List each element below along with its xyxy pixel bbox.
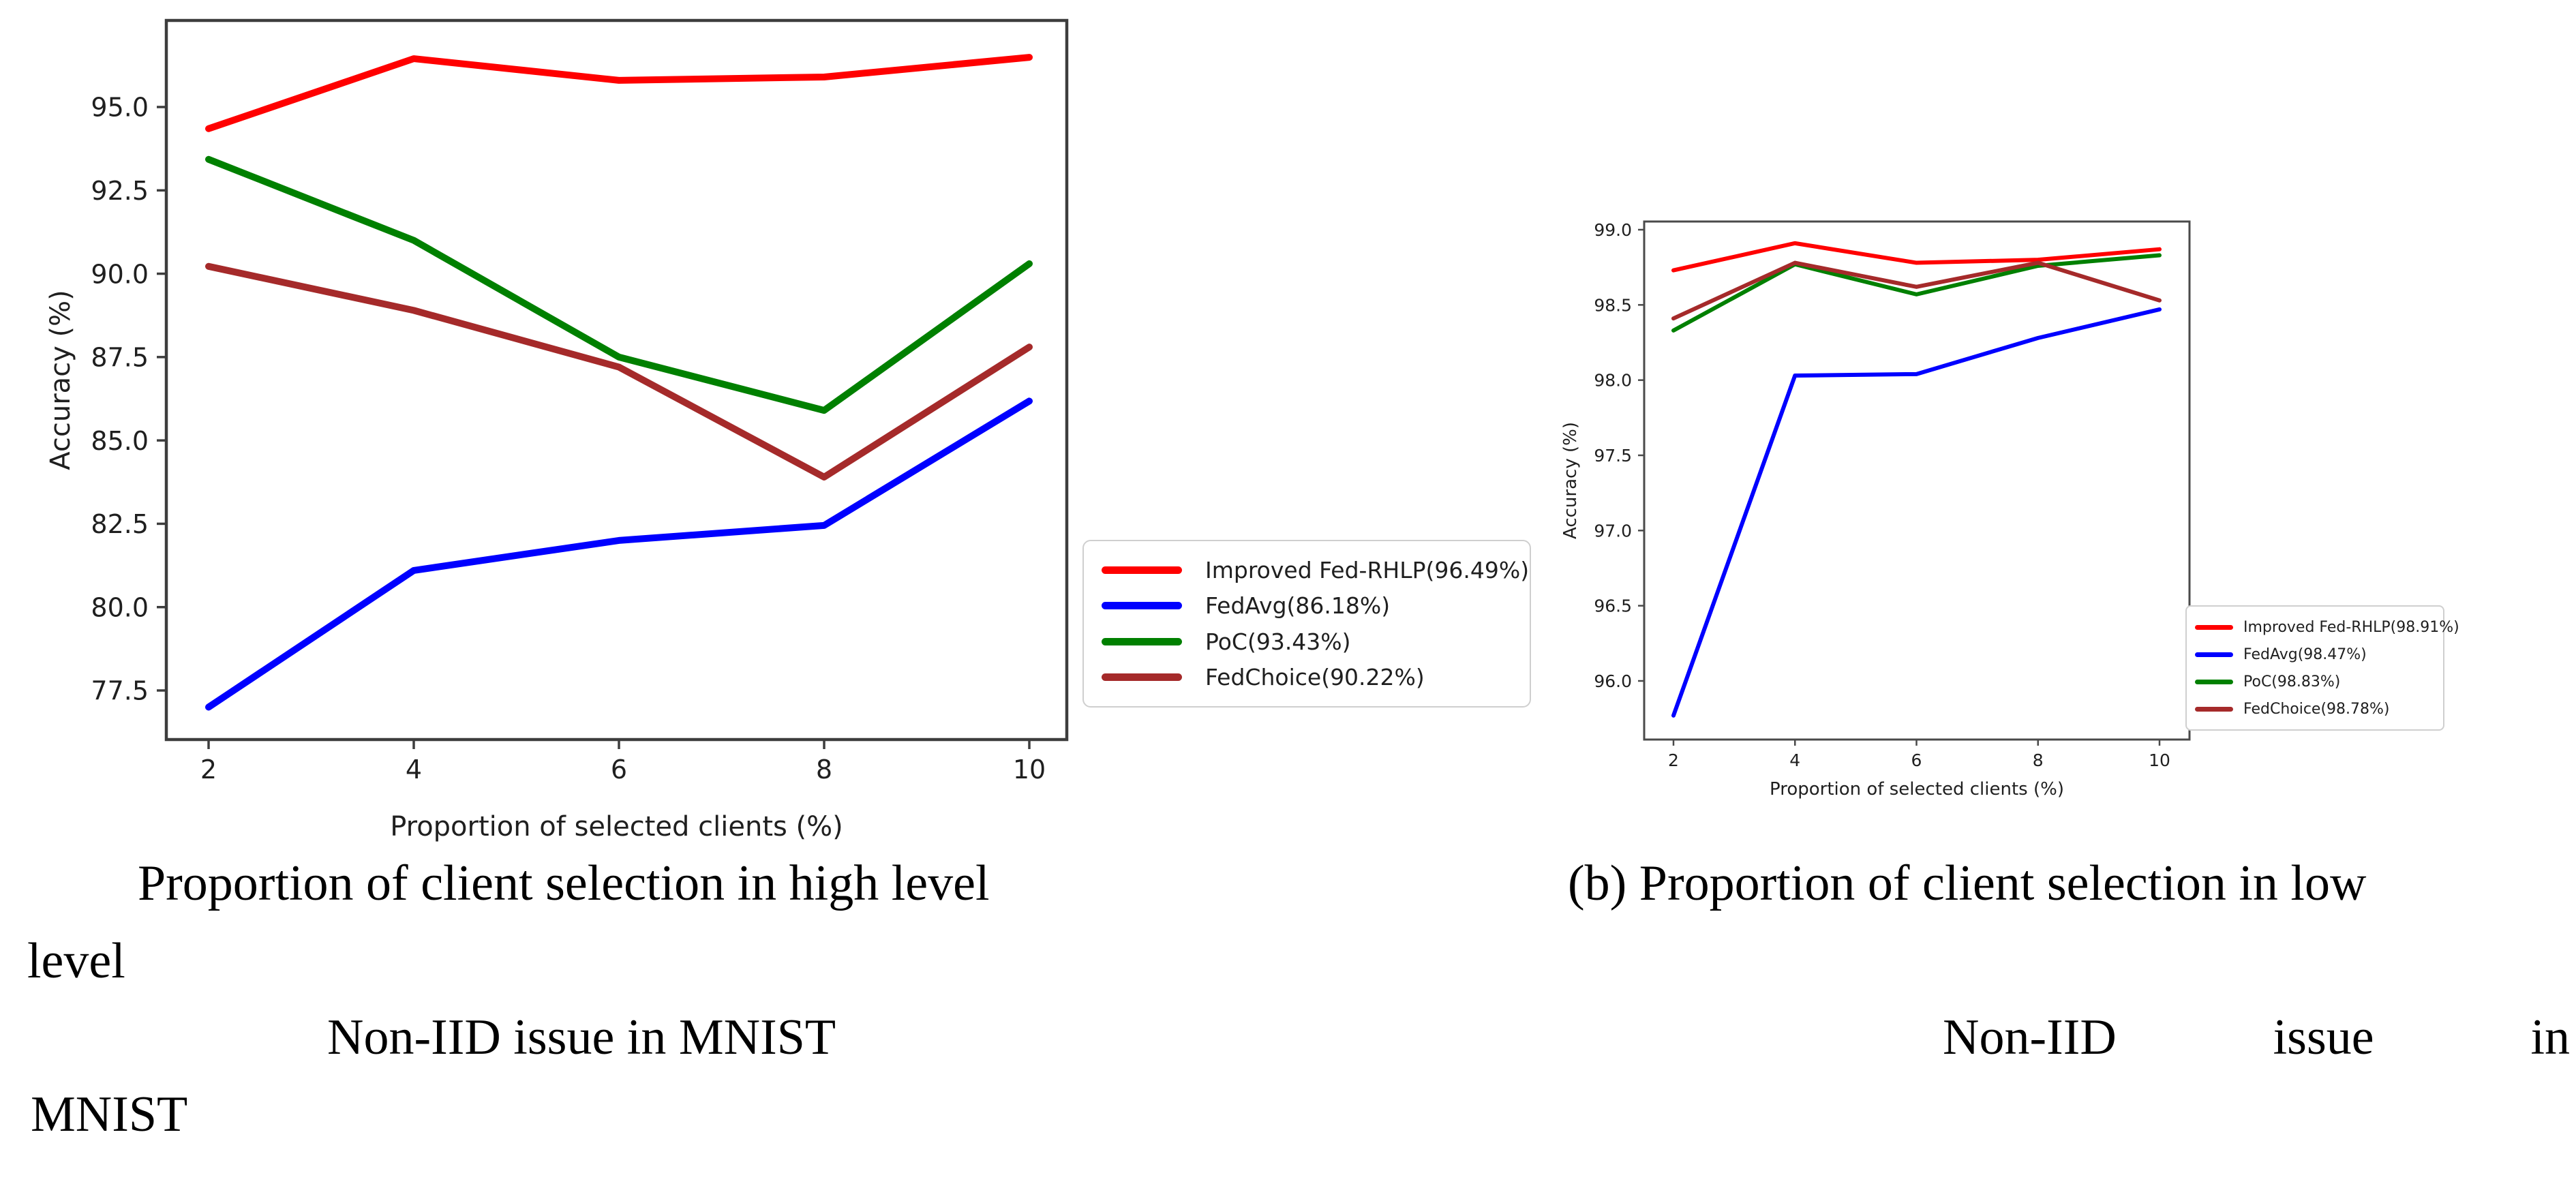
legend-line-swatch-red: [2195, 624, 2233, 630]
y-tick-label: 96.5: [1594, 596, 1632, 616]
x-tick-label: 6: [1911, 750, 1922, 770]
legend-line-swatch-green: [2195, 679, 2233, 684]
series-line-blue: [1671, 307, 2162, 718]
legend-item-label: FedChoice(98.78%): [2243, 700, 2390, 718]
legend-item: PoC(98.83%): [2195, 673, 2435, 690]
y-tick-label: 98.0: [1594, 371, 1632, 391]
legend-line-swatch-blue: [1102, 602, 1182, 610]
legend-item: FedChoice(90.22%): [1102, 664, 1512, 690]
x-tick-label: 8: [816, 755, 832, 785]
legend-line-swatch-brown: [1102, 673, 1182, 682]
caption-line2: level: [27, 933, 125, 989]
legend-item: FedChoice(98.78%): [2195, 701, 2435, 718]
legend-item-label: FedChoice(90.22%): [1205, 664, 1425, 691]
series-line-red: [205, 54, 1033, 132]
legend-item-label: Improved Fed-RHLP(96.49%): [1205, 556, 1530, 583]
y-tick-label: 90.0: [91, 259, 149, 289]
y-tick-label: 95.0: [91, 93, 149, 123]
chart-high-level-noniid-mnist: 95.0 92.5 90.0 87.5 85.0 82.5 80.0 77.5 2 4 6 8 10 Pr…: [45, 18, 1069, 842]
caption-line4: MNIST: [31, 1086, 188, 1142]
x-tick-label: 4: [406, 755, 422, 785]
legend-line-swatch-green: [1102, 637, 1182, 645]
x-tick-label: 2: [200, 755, 217, 785]
y-tick-label: 97.0: [1594, 521, 1632, 541]
plot-border: [1643, 220, 2191, 741]
x-tick-label: 8: [2033, 750, 2044, 770]
legend-item-label: Improved Fed-RHLP(98.91%): [2243, 618, 2459, 636]
plot-border: [164, 18, 1069, 742]
legend-item: PoC(93.43%): [1102, 628, 1512, 655]
legend-high-level-chart: Improved Fed-RHLP(96.49%) FedAvg(86.18%) P…: [1082, 540, 1531, 708]
y-tick-label: 82.5: [91, 509, 149, 539]
legend-item: Improved Fed-RHLP(98.91%): [2195, 619, 2459, 636]
series-line-blue: [205, 397, 1033, 711]
series-line-red: [1671, 241, 2162, 273]
legend-item: Improved Fed-RHLP(96.49%): [1102, 557, 1529, 583]
y-tick-label: 80.0: [91, 592, 149, 622]
y-tick-label: 98.5: [1594, 295, 1632, 315]
legend-item-label: FedAvg(98.47%): [2243, 645, 2367, 663]
chart-low-level-noniid-mnist: 99.0 98.5 98.0 97.5 97.0 96.5 96.0 2 4 6 8 10 Propor…: [1560, 220, 2191, 800]
legend-line-swatch-blue: [2195, 652, 2233, 657]
legend-item-label: PoC(98.83%): [2243, 673, 2341, 690]
x-axis-label: Proportion of selected clients (%): [1770, 779, 2064, 800]
caption-word: in: [2530, 1009, 2570, 1065]
x-tick-label: 10: [1013, 755, 1046, 785]
series-line-brown: [205, 262, 1033, 481]
series-line-brown: [1671, 260, 2162, 321]
legend-item-label: FedAvg(86.18%): [1205, 592, 1391, 620]
legend-item: FedAvg(86.18%): [1102, 592, 1512, 619]
y-axis-label: Accuracy (%): [1560, 422, 1581, 539]
legend-item: FedAvg(98.47%): [2195, 646, 2435, 663]
series-line-green: [205, 155, 1033, 414]
y-tick-label: 87.5: [91, 343, 149, 373]
legend-low-level-chart: Improved Fed-RHLP(98.91%) FedAvg(98.47%) P…: [2185, 605, 2459, 731]
y-tick-label: 96.0: [1594, 671, 1632, 691]
y-tick-label: 92.5: [91, 176, 149, 206]
legend-item-label: PoC(93.43%): [1205, 628, 1351, 655]
y-tick-label: 85.0: [91, 426, 149, 456]
x-tick-label: 4: [1789, 750, 1800, 770]
legend-line-swatch-brown: [2195, 706, 2233, 712]
caption-word: issue: [2273, 1009, 2374, 1065]
caption-line3-left: Non-IID issue in MNIST: [327, 1009, 836, 1065]
y-axis-label: Accuracy (%): [45, 290, 76, 470]
caption-line1-left: Proportion of client selection in high l…: [138, 855, 990, 911]
x-tick-label: 2: [1668, 750, 1679, 770]
legend-line-swatch-red: [1102, 566, 1182, 574]
y-tick-label: 99.0: [1594, 220, 1632, 240]
caption-line3-right: Non-IID issue in: [1943, 1009, 2570, 1065]
caption-line1-right: (b) Proportion of client selection in lo…: [1568, 855, 2367, 911]
x-tick-label: 10: [2149, 750, 2170, 770]
y-tick-label: 97.5: [1594, 446, 1632, 466]
x-axis-label: Proportion of selected clients (%): [390, 811, 843, 842]
series-line-green: [1671, 253, 2162, 333]
x-tick-label: 6: [611, 755, 627, 785]
y-tick-label: 77.5: [91, 676, 149, 706]
caption-word: Non-IID: [1943, 1009, 2117, 1065]
